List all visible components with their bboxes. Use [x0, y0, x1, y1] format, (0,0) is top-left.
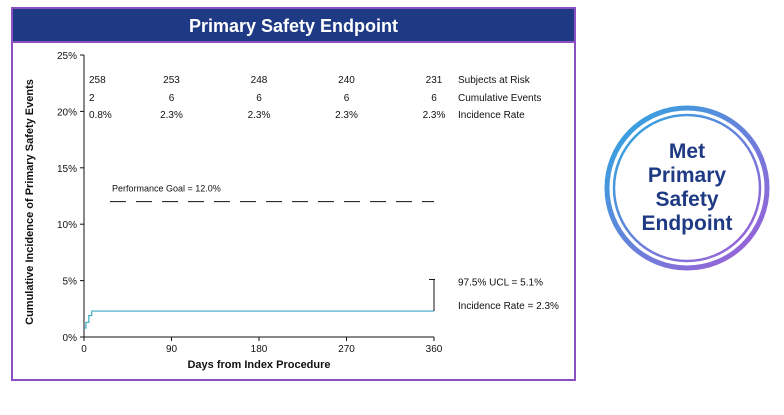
- badge-label: Met Primary Safety Endpoint: [602, 103, 772, 273]
- x-axis-label: Days from Index Procedure: [187, 359, 330, 371]
- y-tick-label: 10%: [57, 220, 77, 231]
- x-tick-label: 180: [251, 344, 268, 355]
- risk-table-row-label: Incidence Rate: [458, 110, 525, 121]
- risk-table-cell: 240: [338, 75, 355, 86]
- risk-table-cell: 2.3%: [248, 110, 271, 121]
- badge-line: Met: [668, 140, 706, 163]
- page-title: Primary Safety Endpoint: [13, 9, 574, 43]
- x-tick-label: 90: [166, 344, 178, 355]
- risk-table-row-label: Cumulative Events: [458, 93, 541, 104]
- x-tick-label: 0: [81, 344, 87, 355]
- ucl-label: 97.5% UCL = 5.1%: [458, 277, 543, 288]
- risk-table-cell: 6: [431, 93, 437, 104]
- badge-line: Primary: [647, 164, 727, 187]
- incidence-curve: [84, 310, 434, 329]
- risk-table-cell: 248: [251, 75, 268, 86]
- risk-table-cell: 258: [89, 75, 106, 86]
- risk-table-cell: 2: [89, 93, 95, 104]
- risk-table-cell: 231: [426, 75, 443, 86]
- badge-line: Safety: [655, 188, 719, 211]
- risk-table-cell: 2.3%: [423, 110, 446, 121]
- met-endpoint-badge: [604, 105, 770, 271]
- badge-ring-inner: [612, 113, 762, 263]
- y-tick-label: 15%: [57, 164, 77, 175]
- risk-table-cell: 6: [344, 93, 350, 104]
- incidence-rate-label: Incidence Rate = 2.3%: [458, 301, 559, 312]
- risk-table-cell: 253: [163, 75, 180, 86]
- y-axis-label: Cumulative Incidence of Primary Safety E…: [24, 79, 36, 325]
- risk-table-row-label: Subjects at Risk: [458, 75, 531, 86]
- performance-goal-label: Performance Goal = 12.0%: [112, 184, 221, 194]
- badge-ring-outer: [604, 105, 770, 271]
- x-tick-label: 270: [338, 344, 355, 355]
- risk-table-cell: 2.3%: [160, 110, 183, 121]
- badge-line: Endpoint: [641, 212, 733, 235]
- y-tick-label: 5%: [63, 277, 78, 288]
- y-tick-label: 25%: [57, 51, 77, 62]
- risk-table-cell: 6: [256, 93, 262, 104]
- y-tick-label: 0%: [63, 333, 78, 344]
- x-tick-label: 360: [426, 344, 443, 355]
- risk-table-cell: 2.3%: [335, 110, 358, 121]
- chart-panel: Primary Safety Endpoint: [11, 7, 576, 381]
- risk-table-cell: 0.8%: [89, 110, 112, 121]
- y-tick-label: 20%: [57, 107, 77, 118]
- risk-table-cell: 6: [169, 93, 175, 104]
